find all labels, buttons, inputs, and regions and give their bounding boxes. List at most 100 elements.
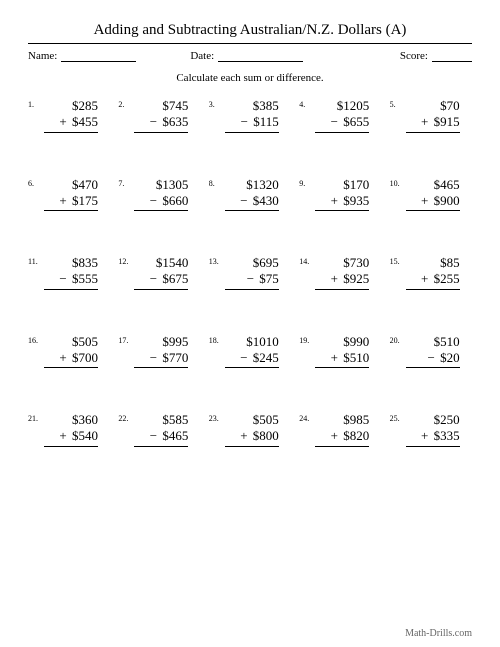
operand-b: $455 — [72, 114, 98, 129]
problem-stack: $360+ $540 — [44, 412, 98, 447]
operand-top: $730 — [315, 255, 369, 271]
problem: 14. $730+ $925 — [299, 255, 381, 290]
date-field: Date: — [190, 50, 303, 62]
operand-top: $250 — [406, 412, 460, 428]
problem: 4. $1205− $655 — [299, 98, 381, 133]
problem-stack: $385− $115 — [225, 98, 279, 133]
problem-number: 9. — [299, 177, 311, 188]
problem: 15.$85+ $255 — [390, 255, 472, 290]
problem-number: 1. — [28, 98, 40, 109]
problem-number: 21. — [28, 412, 40, 423]
operand-top: $995 — [134, 334, 188, 350]
problem-stack: $85+ $255 — [406, 255, 460, 290]
operator: + — [59, 350, 72, 365]
operand-bottom: + $935 — [315, 193, 369, 211]
problem: 13. $695− $75 — [209, 255, 291, 290]
problem-number: 20. — [390, 334, 402, 345]
problem: 17. $995− $770 — [118, 334, 200, 369]
operator: + — [331, 271, 344, 286]
operand-b: $465 — [162, 428, 188, 443]
operand-bottom: − $675 — [134, 271, 188, 289]
operand-top: $85 — [406, 255, 460, 271]
operand-b: $900 — [434, 193, 460, 208]
operator: + — [59, 428, 72, 443]
problem: 1. $285+ $455 — [28, 98, 110, 133]
problem-number: 12. — [118, 255, 130, 266]
problem: 21. $360+ $540 — [28, 412, 110, 447]
problem-number: 2. — [118, 98, 130, 109]
problem-stack: $70+ $915 — [406, 98, 460, 133]
operand-b: $935 — [343, 193, 369, 208]
problem-number: 10. — [390, 177, 402, 188]
operand-b: $925 — [343, 271, 369, 286]
operator: + — [59, 114, 72, 129]
date-line[interactable] — [218, 50, 303, 62]
operand-bottom: − $75 — [225, 271, 279, 289]
score-line[interactable] — [432, 50, 472, 62]
operand-b: $820 — [343, 428, 369, 443]
problem-stack: $170+ $935 — [315, 177, 369, 212]
problem-number: 7. — [118, 177, 130, 188]
operator: + — [331, 350, 344, 365]
problem: 2.$745− $635 — [118, 98, 200, 133]
problem-stack: $505+ $700 — [44, 334, 98, 369]
operand-b: $20 — [440, 350, 460, 365]
operand-bottom: + $700 — [44, 350, 98, 368]
problem-number: 8. — [209, 177, 221, 188]
operand-top: $465 — [406, 177, 460, 193]
operand-b: $540 — [72, 428, 98, 443]
problem: 12. $1540− $675 — [118, 255, 200, 290]
operand-b: $800 — [253, 428, 279, 443]
problem-stack: $250+ $335 — [406, 412, 460, 447]
operand-b: $700 — [72, 350, 98, 365]
operand-bottom: + $925 — [315, 271, 369, 289]
name-line[interactable] — [61, 50, 136, 62]
problem: 19.$990+ $510 — [299, 334, 381, 369]
problem-stack: $835− $555 — [44, 255, 98, 290]
operator: + — [331, 428, 344, 443]
worksheet-page: Adding and Subtracting Australian/N.Z. D… — [0, 0, 500, 647]
problem-stack: $695− $75 — [225, 255, 279, 290]
operand-bottom: − $660 — [134, 193, 188, 211]
problem: 24.$985+ $820 — [299, 412, 381, 447]
operand-b: $175 — [72, 193, 98, 208]
operand-bottom: + $255 — [406, 271, 460, 289]
problem-number: 14. — [299, 255, 311, 266]
operand-b: $655 — [343, 114, 369, 129]
operand-bottom: − $770 — [134, 350, 188, 368]
operand-top: $745 — [134, 98, 188, 114]
score-label: Score: — [400, 50, 428, 62]
problem: 10. $465+ $900 — [390, 177, 472, 212]
operand-top: $170 — [315, 177, 369, 193]
score-field: Score: — [400, 50, 472, 62]
problem-stack: $995− $770 — [134, 334, 188, 369]
operand-bottom: − $465 — [134, 428, 188, 446]
operand-b: $510 — [343, 350, 369, 365]
operand-top: $1305 — [134, 177, 188, 193]
problem-stack: $470+ $175 — [44, 177, 98, 212]
problem-number: 13. — [209, 255, 221, 266]
problem-number: 23. — [209, 412, 221, 423]
operator: − — [150, 193, 163, 208]
problem-number: 4. — [299, 98, 311, 109]
problem-stack: $285+ $455 — [44, 98, 98, 133]
problem: 9. $170+ $935 — [299, 177, 381, 212]
operand-bottom: + $900 — [406, 193, 460, 211]
operand-top: $985 — [315, 412, 369, 428]
problem-number: 18. — [209, 334, 221, 345]
operand-top: $385 — [225, 98, 279, 114]
operand-bottom: + $455 — [44, 114, 98, 132]
footer-text: Math-Drills.com — [405, 628, 472, 639]
operand-bottom: − $655 — [315, 114, 369, 132]
operand-top: $1540 — [134, 255, 188, 271]
problem: 18.$1010− $245 — [209, 334, 291, 369]
operand-b: $660 — [162, 193, 188, 208]
operator: + — [59, 193, 72, 208]
operator: − — [59, 271, 72, 286]
operand-top: $1205 — [315, 98, 369, 114]
operator: − — [150, 271, 163, 286]
operator: − — [331, 114, 344, 129]
problem-stack: $505+ $800 — [225, 412, 279, 447]
operand-top: $510 — [406, 334, 460, 350]
problem-number: 17. — [118, 334, 130, 345]
